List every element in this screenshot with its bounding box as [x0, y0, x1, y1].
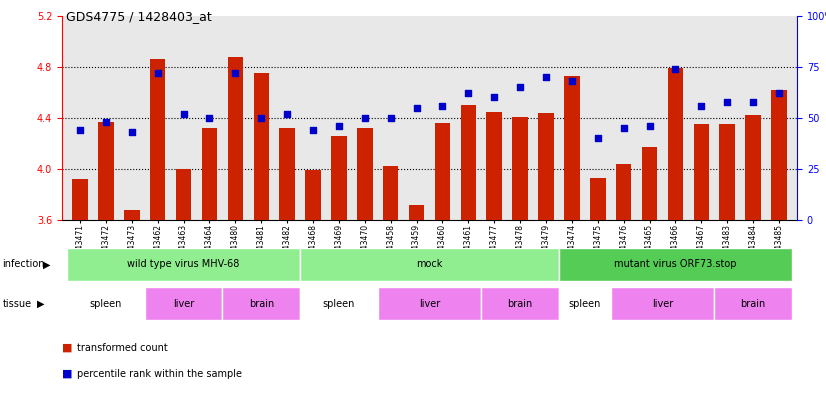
Text: spleen: spleen	[568, 299, 601, 309]
Point	[332, 123, 345, 129]
Point	[99, 119, 112, 125]
Point	[514, 84, 527, 90]
Point	[669, 66, 682, 72]
Bar	[409, 205, 425, 220]
Text: mock: mock	[416, 259, 443, 269]
Bar	[714, 287, 792, 320]
Bar	[145, 287, 222, 320]
Text: wild type virus MHV-68: wild type virus MHV-68	[127, 259, 240, 269]
Point	[74, 127, 87, 133]
Bar	[67, 248, 300, 281]
Point	[358, 115, 372, 121]
Bar	[590, 178, 605, 220]
Bar	[771, 90, 786, 220]
Text: brain: brain	[507, 299, 533, 309]
Point	[747, 98, 760, 105]
Bar	[279, 128, 295, 220]
Bar	[176, 169, 192, 220]
Bar	[434, 123, 450, 220]
Point	[643, 123, 656, 129]
Bar	[254, 73, 269, 220]
Text: spleen: spleen	[90, 299, 122, 309]
Point	[384, 115, 397, 121]
Bar	[73, 179, 88, 220]
Bar	[150, 59, 165, 220]
Bar	[357, 128, 373, 220]
Point	[617, 125, 630, 131]
Text: ▶: ▶	[43, 259, 50, 269]
Bar	[222, 287, 300, 320]
Point	[151, 70, 164, 76]
Point	[410, 105, 423, 111]
Bar	[461, 105, 476, 220]
Point	[203, 115, 216, 121]
Text: GDS4775 / 1428403_at: GDS4775 / 1428403_at	[66, 10, 211, 23]
Point	[229, 70, 242, 76]
Text: ■: ■	[62, 369, 73, 379]
Point	[462, 90, 475, 97]
Bar	[228, 57, 243, 220]
Text: transformed count: transformed count	[77, 343, 168, 353]
Point	[720, 98, 733, 105]
Bar	[67, 287, 145, 320]
Text: brain: brain	[249, 299, 274, 309]
Bar	[202, 128, 217, 220]
Bar	[331, 136, 347, 220]
Point	[487, 94, 501, 101]
Bar	[124, 210, 140, 220]
Bar	[482, 287, 559, 320]
Bar	[559, 287, 610, 320]
Text: percentile rank within the sample: percentile rank within the sample	[77, 369, 242, 379]
Bar	[719, 124, 735, 220]
Text: tissue: tissue	[2, 299, 31, 309]
Text: liver: liver	[173, 299, 194, 309]
Bar	[300, 287, 377, 320]
Point	[695, 103, 708, 109]
Bar	[616, 164, 631, 220]
Bar	[98, 122, 114, 220]
Bar	[745, 116, 761, 220]
Text: liver: liver	[419, 299, 440, 309]
Bar	[559, 248, 792, 281]
Text: brain: brain	[740, 299, 766, 309]
Bar	[564, 76, 580, 220]
Text: spleen: spleen	[323, 299, 355, 309]
Point	[281, 111, 294, 117]
Bar	[694, 124, 709, 220]
Bar	[306, 170, 320, 220]
Text: infection: infection	[2, 259, 45, 269]
Point	[565, 78, 578, 84]
Bar	[539, 113, 553, 220]
Point	[591, 135, 605, 141]
Bar	[667, 68, 683, 220]
Point	[436, 103, 449, 109]
Text: liver: liver	[652, 299, 673, 309]
Point	[539, 74, 553, 80]
Text: ■: ■	[62, 343, 73, 353]
Point	[254, 115, 268, 121]
Bar	[512, 117, 528, 220]
Bar	[300, 248, 559, 281]
Bar	[377, 287, 482, 320]
Bar	[610, 287, 714, 320]
Bar	[642, 147, 657, 220]
Point	[126, 129, 139, 135]
Point	[306, 127, 320, 133]
Bar	[383, 167, 398, 220]
Text: mutant virus ORF73.stop: mutant virus ORF73.stop	[615, 259, 737, 269]
Text: ▶: ▶	[37, 299, 45, 309]
Point	[177, 111, 190, 117]
Point	[772, 90, 786, 97]
Bar	[487, 112, 502, 220]
